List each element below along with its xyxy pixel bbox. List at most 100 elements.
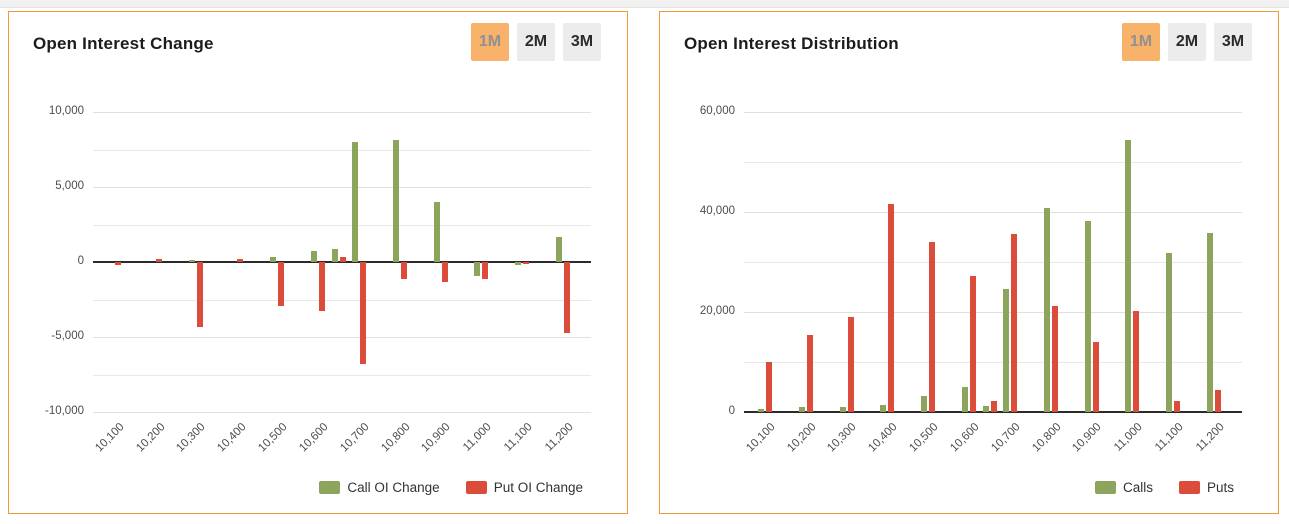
y-axis-tick-label: -10,000 [44, 405, 84, 417]
x-axis-tick-label: 11,000 [461, 421, 494, 454]
x-axis-tick-label: 10,400 [215, 421, 249, 455]
call-bar-10300 [188, 259, 195, 262]
call-bar-10300 [839, 406, 846, 412]
call-bar-10400 [880, 404, 887, 412]
call-bar-10700 [1002, 288, 1009, 412]
call-bar-10500 [921, 395, 928, 412]
zero-axis-line [93, 261, 591, 263]
call-bar-10800 [392, 139, 399, 262]
call-bar-11200 [1207, 233, 1213, 412]
x-axis-tick-label: 10,900 [419, 421, 454, 455]
x-axis-tick-label: 11,200 [1193, 421, 1227, 454]
y-axis-tick-label: 0 [728, 405, 735, 417]
put-bar-10200 [806, 334, 813, 412]
put-bar-10700 [1010, 233, 1017, 412]
legend-item-call-oi-change[interactable]: Call OI Change [319, 480, 440, 495]
x-axis-tick-label: 10,800 [1029, 421, 1064, 455]
gridline [93, 412, 591, 413]
call-bar-10900 [433, 202, 440, 262]
call-bar-11000 [474, 262, 481, 276]
x-axis-tick-label: 11,000 [1112, 421, 1145, 454]
range-button-2m[interactable]: 2M [1168, 23, 1206, 61]
x-axis-tick-label: 10,700 [338, 421, 372, 455]
gridline [93, 149, 591, 151]
x-axis-tick-label: 10,300 [174, 421, 209, 455]
page-top-strip [0, 0, 1289, 8]
put-bar-11000 [1133, 310, 1140, 412]
x-axis-tick-label: 11,200 [542, 421, 576, 454]
legend-label: Put OI Change [493, 480, 583, 495]
put-bar-10800 [1051, 306, 1058, 412]
gridline [744, 312, 1242, 313]
put-bar-11100 [1174, 401, 1181, 412]
call-color-swatch [1094, 481, 1116, 494]
put-bar-10650 [339, 256, 346, 262]
y-axis-tick-label: 20,000 [699, 305, 735, 317]
put-bar-10650 [990, 400, 997, 412]
put-bar-10100 [115, 262, 121, 265]
x-axis-tick-label: 10,500 [907, 421, 941, 455]
put-bar-10400 [888, 203, 895, 412]
put-color-swatch [1178, 481, 1200, 494]
range-button-3m[interactable]: 3M [1214, 23, 1252, 61]
x-axis-tick-label: 11,100 [501, 421, 535, 454]
call-bar-10700 [351, 142, 358, 262]
put-bar-11100 [523, 262, 530, 265]
y-axis-tick-label: 5,000 [55, 180, 84, 192]
x-axis-tick-label: 10,700 [989, 421, 1023, 455]
put-bar-10100 [766, 362, 772, 412]
chart-legend: Calls Puts [1094, 480, 1234, 495]
range-button-1m[interactable]: 1M [1122, 23, 1160, 61]
put-bar-10300 [847, 317, 854, 412]
legend-item-put-oi-change[interactable]: Put OI Change [465, 480, 583, 495]
panel-title: Open Interest Change [33, 34, 214, 53]
put-bar-10500 [929, 242, 936, 412]
call-bar-10900 [1084, 221, 1091, 412]
call-bar-11000 [1125, 140, 1132, 412]
put-bar-10800 [400, 262, 407, 279]
x-axis-tick-label: 10,100 [744, 421, 778, 455]
range-button-2m[interactable]: 2M [517, 23, 555, 61]
x-axis-tick-label: 10,900 [1070, 421, 1105, 455]
open-interest-change-panel: Open Interest Change 1M 2M 3M 10,000 5,00… [8, 11, 628, 514]
gridline [93, 112, 591, 113]
put-bar-10500 [278, 262, 285, 306]
gridline [744, 212, 1242, 213]
put-bar-11000 [482, 262, 489, 279]
range-button-group: 1M 2M 3M [1122, 23, 1252, 61]
gridline [93, 187, 591, 188]
oi-distribution-chart: 60,000 40,000 20,000 0 10,100 10,200 10,300 10,… [660, 102, 1278, 462]
call-bar-10650 [982, 406, 989, 412]
gridline [744, 362, 1242, 363]
call-bar-10100 [758, 408, 764, 412]
put-bar-10900 [1092, 342, 1099, 412]
legend-label: Calls [1122, 480, 1153, 495]
y-axis-tick-label: -5,000 [51, 330, 84, 342]
chart-legend: Call OI Change Put OI Change [319, 480, 583, 495]
x-axis-tick-label: 10,600 [297, 421, 331, 455]
panel-title: Open Interest Distribution [684, 34, 899, 53]
legend-label: Call OI Change [347, 480, 440, 495]
legend-label: Puts [1206, 480, 1234, 495]
legend-item-puts[interactable]: Puts [1178, 480, 1234, 495]
put-bar-10200 [155, 259, 162, 262]
x-axis-tick-label: 10,600 [948, 421, 982, 455]
y-axis-tick-label: 10,000 [48, 105, 84, 117]
call-bar-10500 [270, 256, 277, 262]
legend-item-calls[interactable]: Calls [1094, 480, 1153, 495]
x-axis-tick-label: 10,200 [784, 421, 819, 455]
gridline [93, 224, 591, 226]
call-bar-11100 [515, 262, 522, 265]
range-button-3m[interactable]: 3M [563, 23, 601, 61]
range-button-group: 1M 2M 3M [471, 23, 601, 61]
put-bar-10700 [359, 262, 366, 364]
gridline [93, 299, 591, 301]
zero-axis-line [744, 411, 1242, 413]
gridline [93, 337, 591, 338]
range-button-1m[interactable]: 1M [471, 23, 509, 61]
call-bar-10600 [962, 387, 969, 412]
put-bar-10400 [237, 259, 244, 262]
put-bar-10600 [970, 276, 977, 412]
y-axis-tick-label: 40,000 [699, 205, 735, 217]
